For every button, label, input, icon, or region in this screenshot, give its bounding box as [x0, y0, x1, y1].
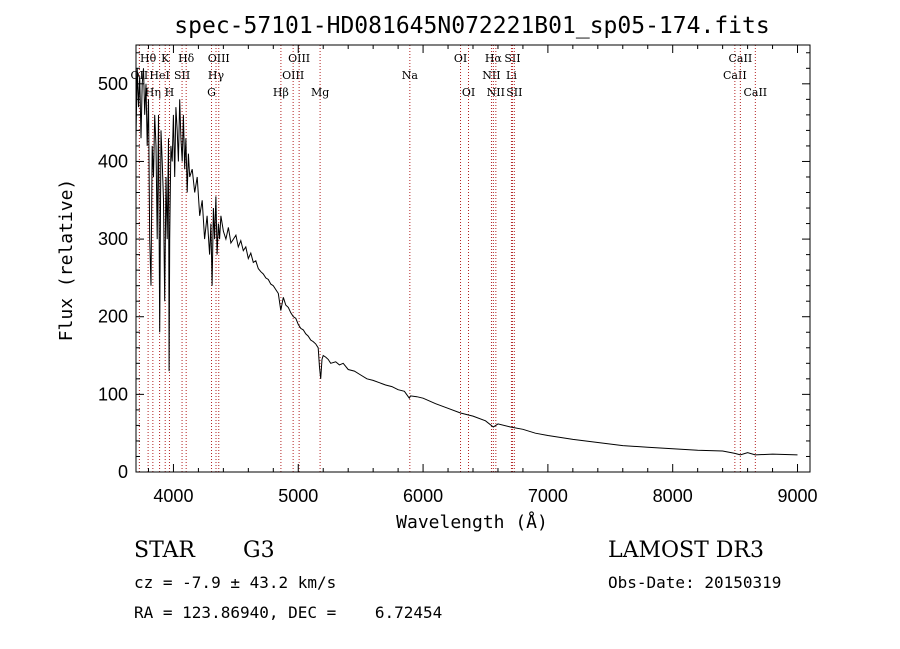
- x-axis-label: Wavelength (Å): [396, 511, 548, 533]
- axes: 4000 5000 6000 7000 8000 9000 0 100 200 300 400 500: [98, 45, 818, 506]
- line-marker-label: OIII: [288, 52, 310, 65]
- survey-name: LAMOST DR3: [608, 538, 764, 563]
- spectrum-series: [135, 68, 798, 456]
- line-marker-label: OIII: [282, 69, 304, 82]
- x-tick-label: 4000: [153, 486, 193, 506]
- x-tick-label: 5000: [278, 486, 318, 506]
- y-tick-label: 500: [98, 74, 128, 94]
- observation-date: Obs-Date: 20150319: [608, 573, 782, 592]
- line-marker-label: CaII: [723, 69, 747, 82]
- object-subclass: G3: [243, 538, 275, 563]
- line-marker-label: Mg: [311, 86, 329, 99]
- line-marker-label: OIII: [208, 52, 230, 65]
- y-tick-label: 400: [98, 151, 128, 171]
- line-marker-label: Hδ: [178, 52, 195, 65]
- object-class: STAR: [134, 538, 195, 563]
- line-marker-label: SII: [174, 69, 190, 82]
- line-marker-label: OI: [454, 52, 467, 65]
- spectral-line-markers: OIIHθHηHeIKHSIIHδGHγOIIIHβOIIIOIIIMgNaOI…: [131, 45, 767, 472]
- line-marker-label: SII: [504, 52, 520, 65]
- y-tick-label: 0: [118, 462, 128, 482]
- y-axis-label: Flux (relative): [56, 179, 77, 342]
- x-tick-label: 6000: [403, 486, 443, 506]
- plot-frame: [135, 44, 811, 473]
- x-tick-label: 9000: [777, 486, 817, 506]
- line-marker-label: Li: [506, 69, 517, 82]
- line-marker-label: Hθ: [140, 52, 157, 65]
- line-marker-label: OI: [462, 86, 475, 99]
- y-tick-label: 300: [98, 229, 128, 249]
- line-marker-label: Hη: [145, 86, 161, 99]
- line-marker-label: NII: [487, 86, 505, 99]
- x-tick-label: 8000: [653, 486, 693, 506]
- x-tick-label: 7000: [528, 486, 568, 506]
- line-marker-label: Hβ: [273, 86, 289, 99]
- line-marker-label: SII: [506, 86, 522, 99]
- line-marker-label: H: [165, 86, 175, 99]
- line-marker-label: CaII: [729, 52, 753, 65]
- line-marker-label: NII: [482, 69, 500, 82]
- line-marker-label: Hα: [485, 52, 503, 65]
- line-marker-label: CaII: [743, 86, 767, 99]
- redshift-cz: cz = -7.9 ± 43.2 km/s: [134, 573, 337, 592]
- coordinates: RA = 123.86940, DEC = 6.72454: [134, 603, 443, 622]
- line-marker-label: HeI: [149, 69, 169, 82]
- y-tick-label: 100: [98, 384, 128, 404]
- line-marker-label: Hγ: [208, 69, 225, 82]
- chart-title: spec-57101-HD081645N072221B01_sp05-174.f…: [174, 13, 769, 39]
- y-tick-label: 200: [98, 307, 128, 327]
- line-marker-label: G: [207, 86, 216, 99]
- line-marker-label: Na: [402, 69, 419, 82]
- series-line-flux: [135, 68, 798, 456]
- line-marker-label: K: [161, 52, 170, 65]
